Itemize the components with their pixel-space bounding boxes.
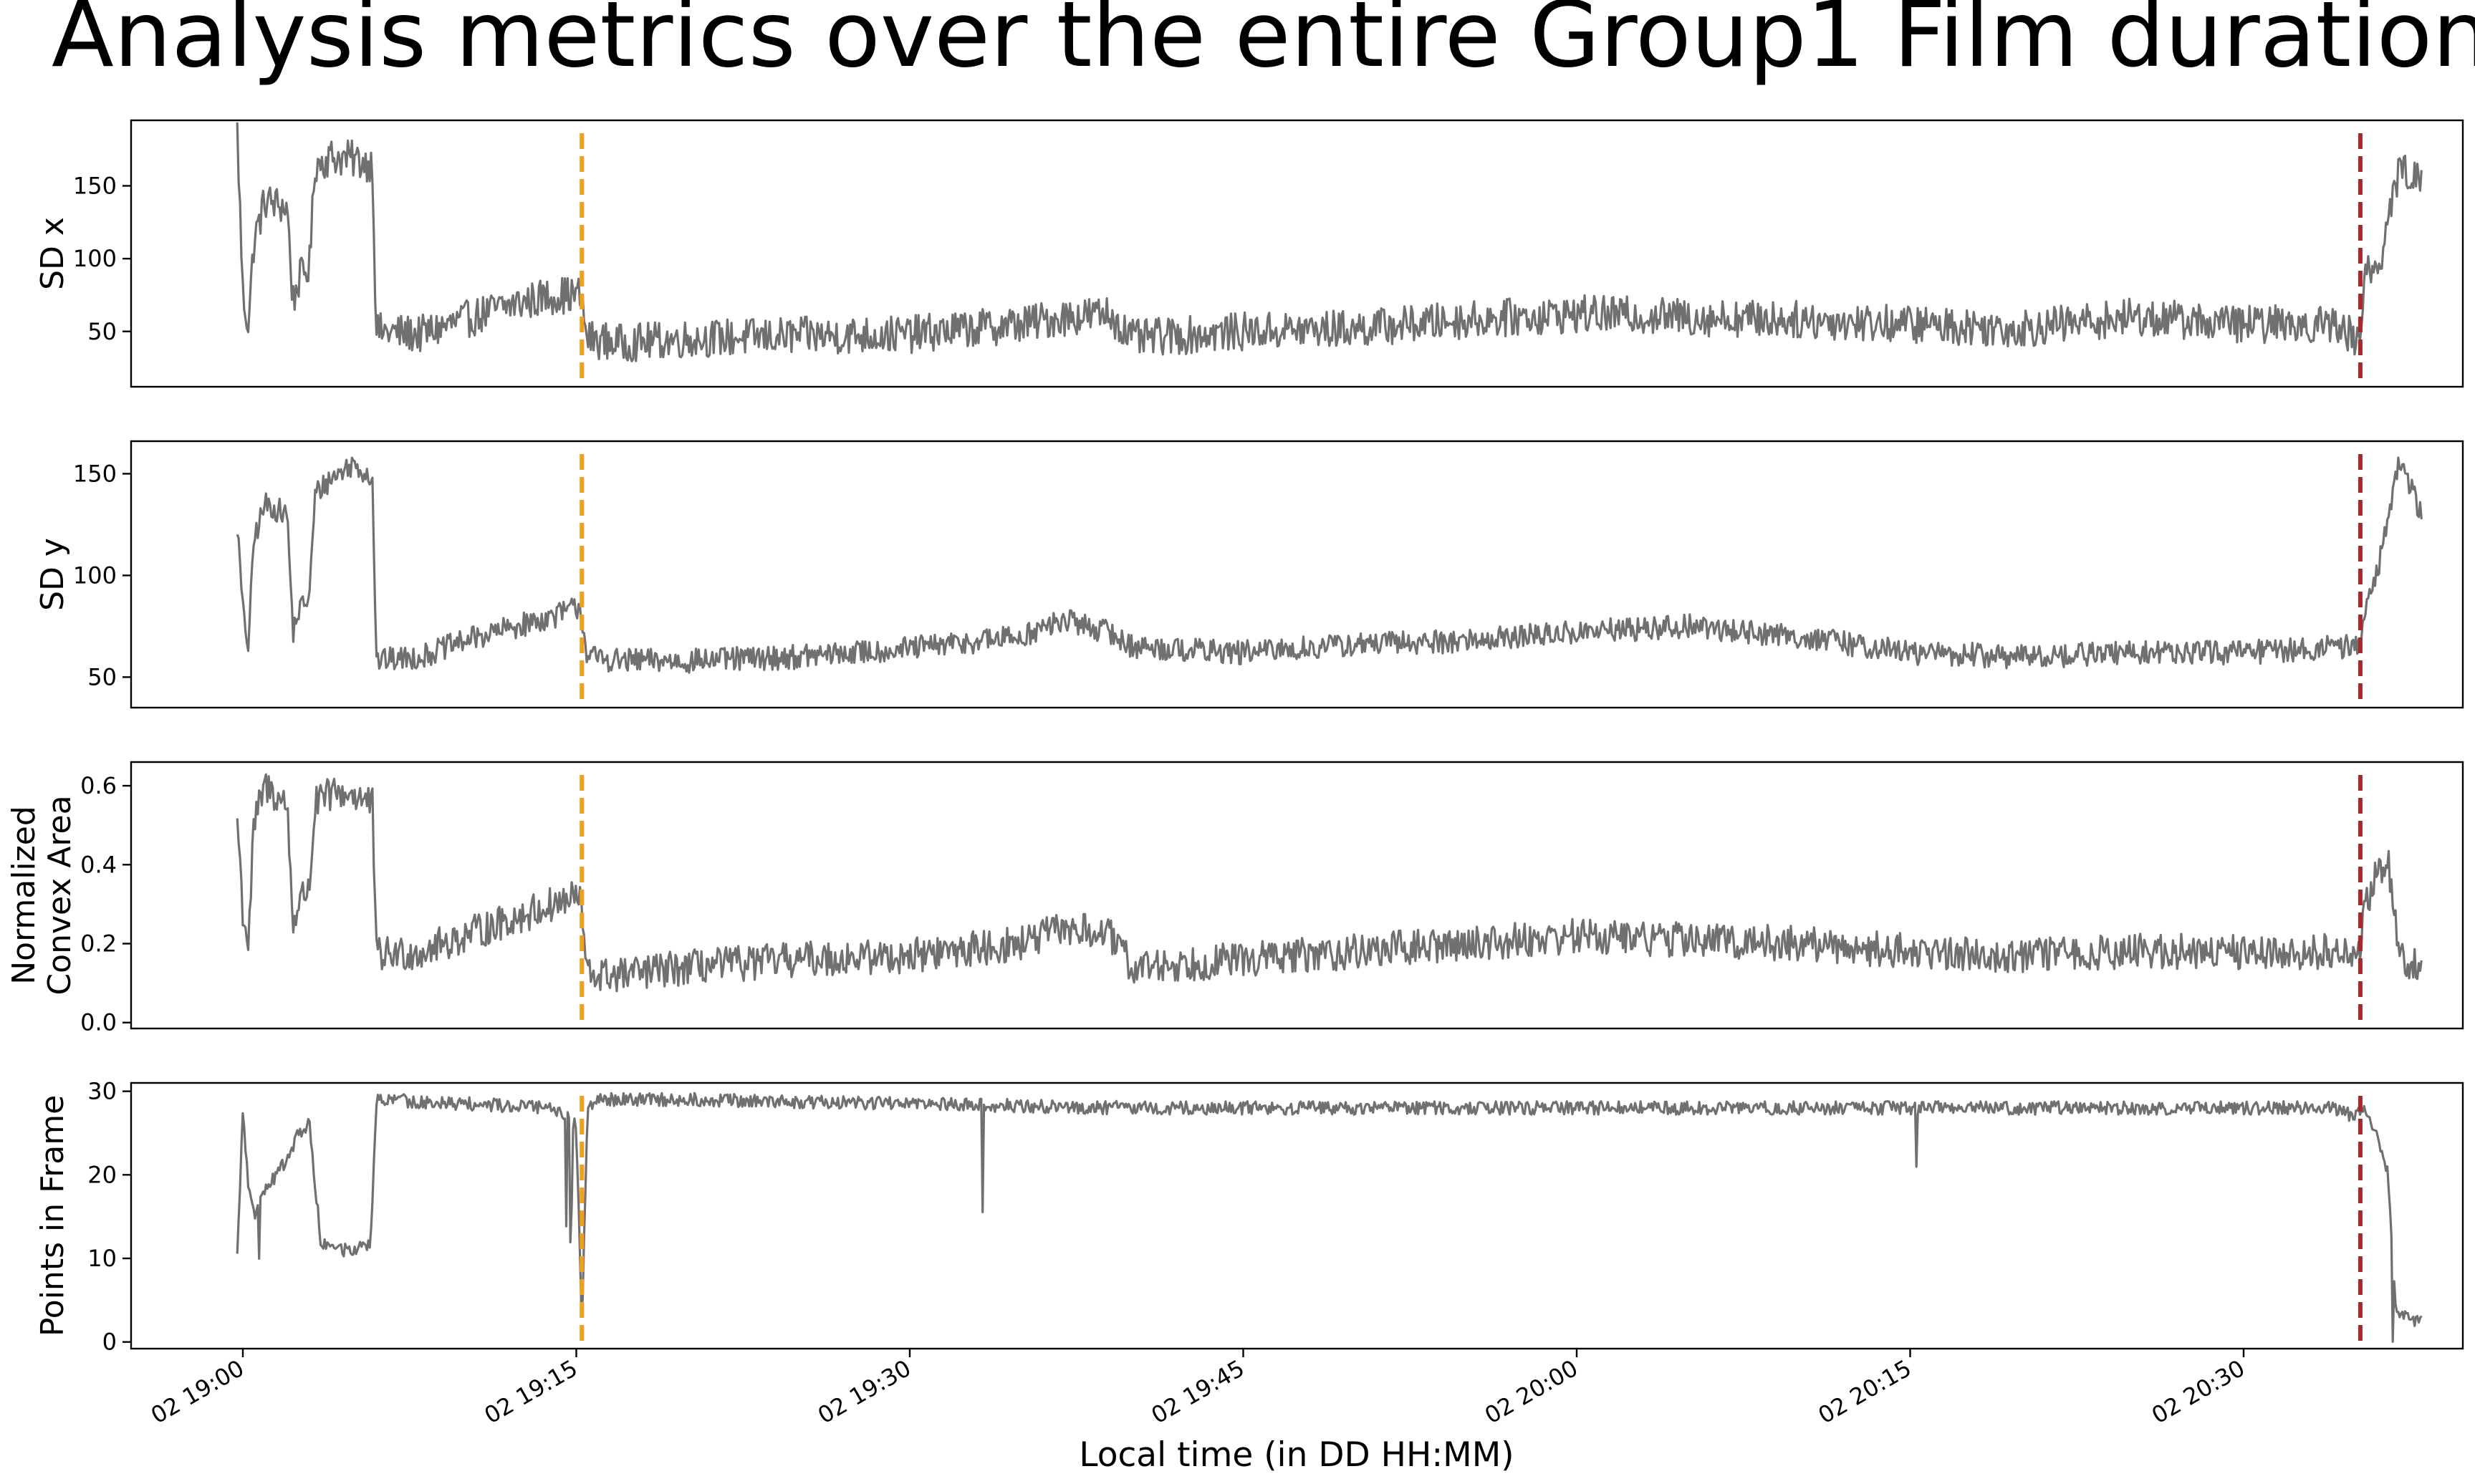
series-line <box>236 773 2423 993</box>
y-tick-label: 100 <box>73 245 117 272</box>
y-tick-label: 50 <box>87 663 117 690</box>
y-axis-label: Normalized Convex Area <box>6 795 78 995</box>
plot-frame <box>130 761 2464 1030</box>
x-tick-label: 02 19:45 <box>1147 1354 1249 1429</box>
y-tick-label: 0 <box>102 1329 117 1356</box>
y-tick-label: 20 <box>87 1161 117 1188</box>
y-tick-label: 0.6 <box>80 772 117 799</box>
y-tick-label: 150 <box>73 172 117 199</box>
x-tick-label: 02 20:30 <box>2147 1354 2249 1429</box>
x-tick-label: 02 19:30 <box>813 1354 915 1429</box>
y-axis-label: Points in Frame <box>34 1095 71 1336</box>
plot-frame <box>130 1081 2464 1350</box>
x-axis-label: Local time (in DD HH:MM) <box>1079 1435 1514 1475</box>
y-tick-label: 150 <box>73 460 117 487</box>
y-axis-label: SD x <box>34 217 71 290</box>
y-tick-label: 100 <box>73 562 117 589</box>
plot-frame <box>130 119 2464 388</box>
y-tick-label: 0.0 <box>80 1009 117 1036</box>
x-tick-label: 02 19:15 <box>480 1354 582 1429</box>
y-axis-label: SD y <box>34 538 71 611</box>
y-tick-label: 50 <box>87 318 117 345</box>
panel-points-in-frame: 0 10 20 30 Points in Frame <box>34 1078 2464 1356</box>
svg-text:Convex Area: Convex Area <box>42 795 78 995</box>
chart-title: Analysis metrics over the entire Group1 … <box>52 0 2475 87</box>
y-tick-label: 10 <box>87 1245 117 1272</box>
panel-sdy: 50 100 150 SD y <box>34 440 2464 709</box>
series-line <box>236 1092 2423 1343</box>
y-tick-label: 30 <box>87 1078 117 1105</box>
y-tick-label: 0.4 <box>80 851 117 878</box>
svg-text:SD x: SD x <box>34 217 71 290</box>
x-tick-label: 02 19:00 <box>146 1354 249 1429</box>
x-tick-label: 02 20:15 <box>1814 1354 1916 1429</box>
svg-text:Normalized: Normalized <box>6 806 42 985</box>
plot-frame <box>130 440 2464 709</box>
series-line <box>236 456 2423 674</box>
svg-text:Points in Frame: Points in Frame <box>34 1095 71 1336</box>
y-tick-label: 0.2 <box>80 930 117 958</box>
x-axis-ticks: 02 19:00 02 19:15 02 19:30 02 19:45 02 20:00… <box>146 1349 2249 1429</box>
svg-text:SD y: SD y <box>34 538 71 611</box>
series-line <box>236 122 2423 362</box>
x-tick-label: 02 20:00 <box>1480 1354 1582 1429</box>
